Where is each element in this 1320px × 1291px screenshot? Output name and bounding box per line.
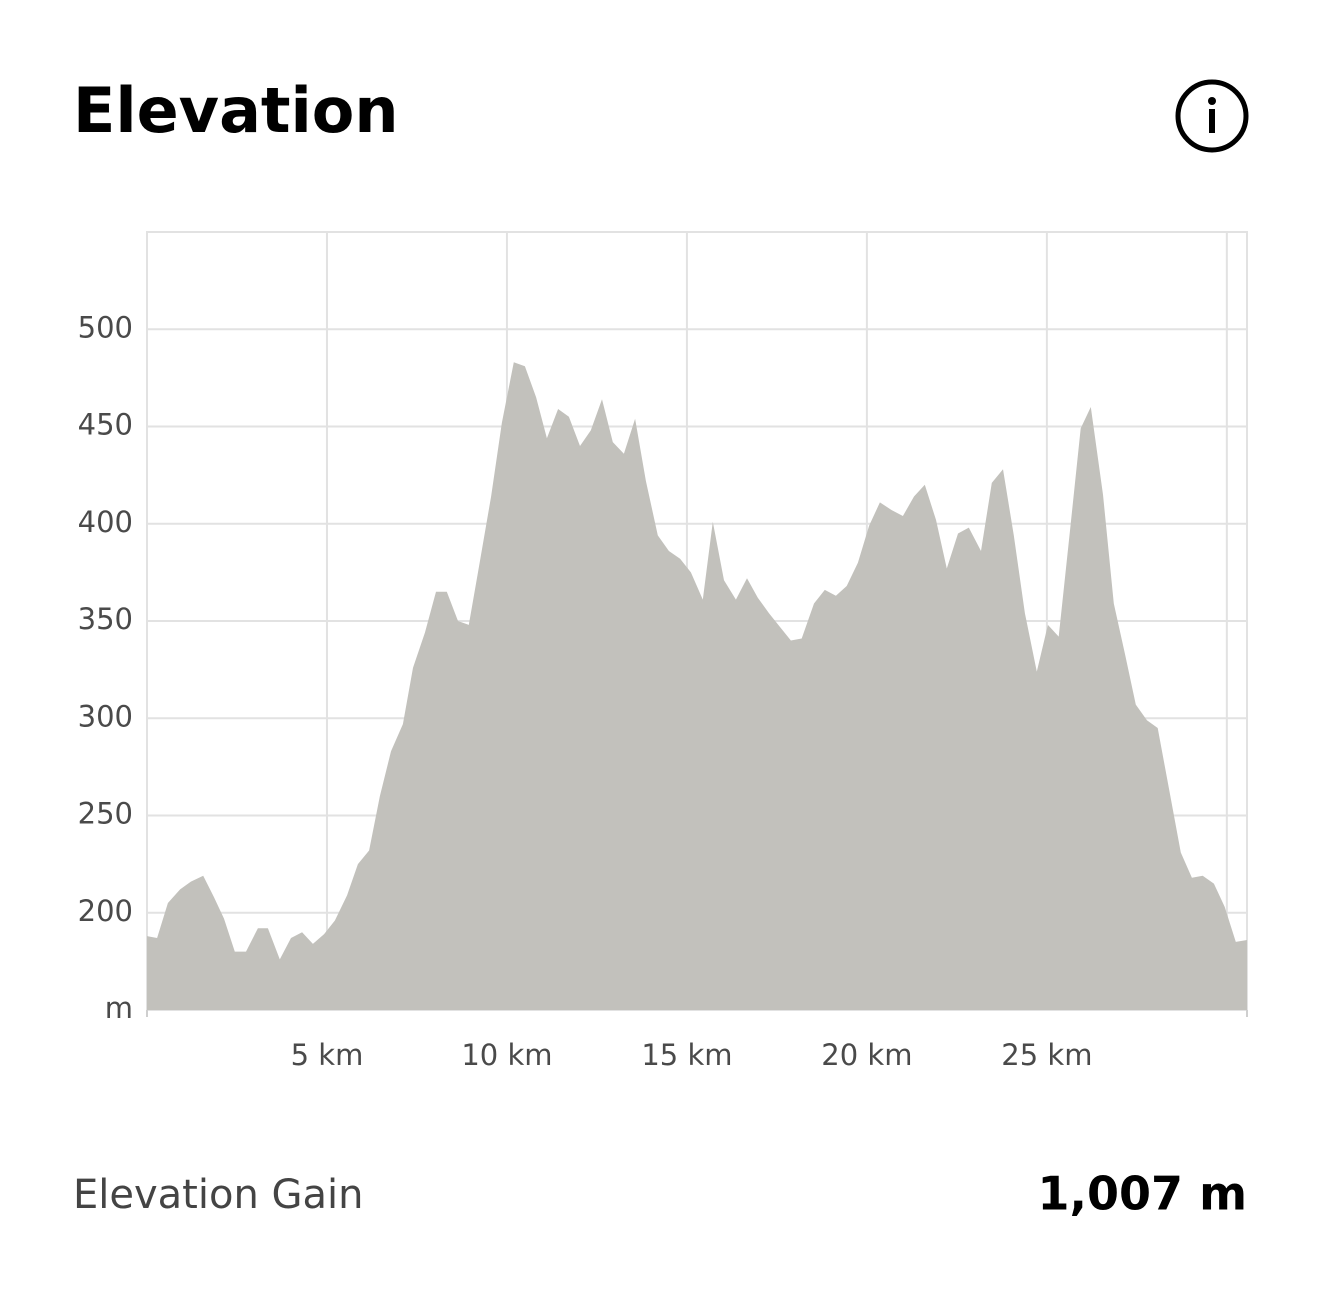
chart-title: Elevation	[73, 74, 399, 147]
plot: m 200 250 300 350 400 450 500 5 km 10 km 15 km 20 k…	[78, 232, 1248, 1072]
y-tick-label: 350	[78, 602, 133, 636]
y-tick-label: m	[105, 991, 133, 1025]
x-tick-label: 20 km	[821, 1038, 912, 1072]
stat-value: 1,007 m	[1038, 1167, 1247, 1221]
x-tick-label: 5 km	[291, 1038, 364, 1072]
x-tick-label: 10 km	[461, 1038, 552, 1072]
info-dot	[1208, 97, 1216, 105]
info-stem	[1209, 109, 1215, 133]
x-tick-label: 15 km	[641, 1038, 732, 1072]
y-tick-label: 200	[78, 894, 133, 928]
elevation-area	[147, 362, 1247, 1010]
stat-label: Elevation Gain	[73, 1172, 364, 1218]
y-tick-label: 400	[78, 505, 133, 539]
x-tick-label: 25 km	[1001, 1038, 1092, 1072]
y-tick-label: 300	[78, 699, 133, 733]
y-tick-label: 250	[78, 797, 133, 831]
y-tick-label: 500	[78, 310, 133, 344]
y-tick-label: 450	[78, 408, 133, 442]
info-button[interactable]	[1175, 79, 1249, 153]
info-icon[interactable]	[1175, 79, 1249, 153]
